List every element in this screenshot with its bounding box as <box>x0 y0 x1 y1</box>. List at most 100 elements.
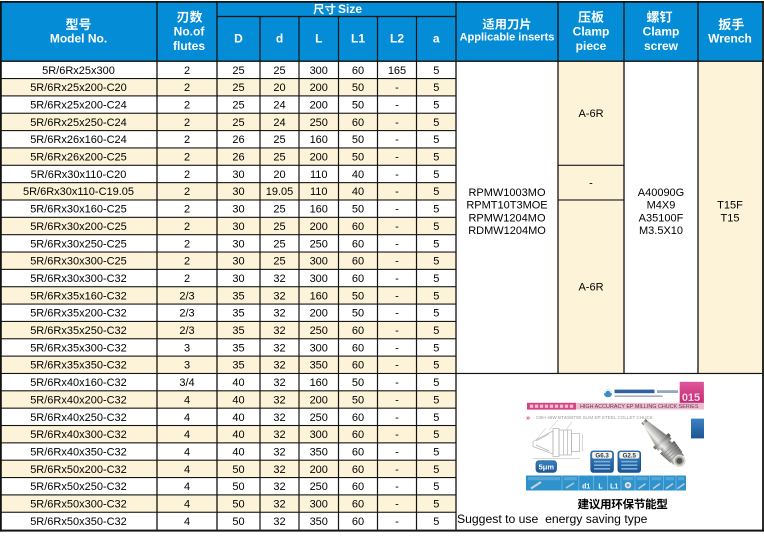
svg-text:60: 60 <box>352 516 364 528</box>
svg-text:160: 160 <box>310 290 328 302</box>
svg-text:25: 25 <box>273 204 285 216</box>
svg-text:32: 32 <box>273 290 285 302</box>
svg-text:5R/6Rx30x300-C32: 5R/6Rx30x300-C32 <box>30 273 127 285</box>
svg-text:32: 32 <box>273 516 285 528</box>
svg-text:40: 40 <box>352 186 364 198</box>
svg-text:5: 5 <box>433 204 439 216</box>
svg-text:Wrench: Wrench <box>708 31 752 45</box>
svg-text:L: L <box>315 32 322 46</box>
svg-text:L2: L2 <box>390 32 404 46</box>
svg-text:2: 2 <box>184 186 190 198</box>
svg-text:-: - <box>395 204 399 216</box>
svg-text:-: - <box>395 221 399 233</box>
svg-text:25: 25 <box>273 152 285 164</box>
svg-text:25: 25 <box>273 238 285 250</box>
svg-text:5: 5 <box>433 412 439 424</box>
svg-text:Size: Size <box>338 2 362 16</box>
svg-text:a: a <box>433 32 440 46</box>
svg-text:200: 200 <box>310 100 328 112</box>
svg-text:5: 5 <box>433 134 439 146</box>
svg-text:RPMT10T3MOE: RPMT10T3MOE <box>466 200 547 212</box>
svg-text:50: 50 <box>232 516 244 528</box>
svg-text:5R/6Rx26x160-C24: 5R/6Rx26x160-C24 <box>30 134 127 146</box>
svg-text:Clamp: Clamp <box>643 24 680 38</box>
svg-text:32: 32 <box>273 360 285 372</box>
svg-text:5R/6Rx30x160-C25: 5R/6Rx30x160-C25 <box>30 204 127 216</box>
svg-text:40: 40 <box>232 429 244 441</box>
svg-text:60: 60 <box>352 360 364 372</box>
svg-text:50: 50 <box>352 290 364 302</box>
svg-text:No.of: No.of <box>174 24 206 38</box>
svg-text:26: 26 <box>232 152 244 164</box>
svg-text:300: 300 <box>310 342 328 354</box>
svg-text:RPMW1204MO: RPMW1204MO <box>468 212 545 224</box>
svg-text:5R/6Rx30x250-C25: 5R/6Rx30x250-C25 <box>30 238 127 250</box>
svg-text:2/3: 2/3 <box>179 308 194 320</box>
svg-text:200: 200 <box>310 464 328 476</box>
svg-text:L: L <box>598 484 603 491</box>
svg-text:5: 5 <box>433 169 439 181</box>
svg-text:160: 160 <box>310 377 328 389</box>
svg-text:30: 30 <box>232 238 244 250</box>
svg-text:5: 5 <box>433 100 439 112</box>
svg-text:»: » <box>526 413 530 422</box>
svg-text:5: 5 <box>433 221 439 233</box>
svg-text:160: 160 <box>310 134 328 146</box>
svg-text:-: - <box>395 290 399 302</box>
svg-text:2: 2 <box>184 117 190 129</box>
svg-text:60: 60 <box>352 238 364 250</box>
svg-text:A40090G: A40090G <box>638 187 684 199</box>
svg-text:A35100F: A35100F <box>639 212 684 224</box>
svg-text:300: 300 <box>310 256 328 268</box>
svg-text:30: 30 <box>232 169 244 181</box>
svg-text:Suggest to use energy saving: Suggest to use energy saving type <box>457 512 648 526</box>
svg-text:-: - <box>395 186 399 198</box>
svg-text:2/3: 2/3 <box>179 290 194 302</box>
svg-text:300: 300 <box>310 65 328 77</box>
svg-text:5R/6Rx50x250-C32: 5R/6Rx50x250-C32 <box>30 481 127 493</box>
svg-text:5: 5 <box>433 360 439 372</box>
svg-text:-: - <box>395 325 399 337</box>
svg-text:60: 60 <box>352 65 364 77</box>
svg-text:40: 40 <box>232 394 244 406</box>
svg-text:-: - <box>395 516 399 528</box>
svg-text:5R/6Rx35x300-C32: 5R/6Rx35x300-C32 <box>30 342 127 354</box>
svg-text:5: 5 <box>433 308 439 320</box>
svg-text:35: 35 <box>232 308 244 320</box>
svg-text:015: 015 <box>682 392 700 404</box>
svg-text:5R/6Rx25x200-C24: 5R/6Rx25x200-C24 <box>30 100 127 112</box>
svg-text:25: 25 <box>273 134 285 146</box>
svg-text:-: - <box>395 117 399 129</box>
svg-text:300: 300 <box>310 273 328 285</box>
svg-text:-: - <box>395 152 399 164</box>
svg-text:25: 25 <box>273 256 285 268</box>
svg-text:50: 50 <box>232 464 244 476</box>
svg-text:300: 300 <box>310 429 328 441</box>
svg-text:flutes: flutes <box>173 39 205 53</box>
svg-text:50: 50 <box>232 499 244 511</box>
svg-text:5R/6Rx40x250-C32: 5R/6Rx40x250-C32 <box>30 412 127 424</box>
svg-text:60: 60 <box>352 464 364 476</box>
svg-text:160: 160 <box>310 204 328 216</box>
svg-text:-: - <box>395 481 399 493</box>
svg-text:5μm: 5μm <box>539 463 555 472</box>
svg-text:250: 250 <box>310 325 328 337</box>
svg-text:60: 60 <box>352 499 364 511</box>
svg-text:5R/6Rx40x200-C32: 5R/6Rx40x200-C32 <box>30 394 127 406</box>
svg-text:32: 32 <box>273 446 285 458</box>
svg-text:5R/6Rx30x200-C25: 5R/6Rx30x200-C25 <box>30 221 127 233</box>
svg-text:5R/6Rx35x250-C32: 5R/6Rx35x250-C32 <box>30 325 127 337</box>
svg-text:32: 32 <box>273 308 285 320</box>
svg-text:5: 5 <box>433 325 439 337</box>
svg-text:5: 5 <box>433 499 439 511</box>
svg-text:-: - <box>395 82 399 94</box>
svg-text:5R/6Rx35x200-C32: 5R/6Rx35x200-C32 <box>30 308 127 320</box>
svg-text:4: 4 <box>184 412 190 424</box>
svg-text:50: 50 <box>352 394 364 406</box>
svg-text:4: 4 <box>184 394 190 406</box>
svg-text:50: 50 <box>352 204 364 216</box>
svg-text:4: 4 <box>184 446 190 458</box>
svg-text:32: 32 <box>273 412 285 424</box>
svg-text:19.05: 19.05 <box>266 186 294 198</box>
svg-text:50: 50 <box>352 134 364 146</box>
